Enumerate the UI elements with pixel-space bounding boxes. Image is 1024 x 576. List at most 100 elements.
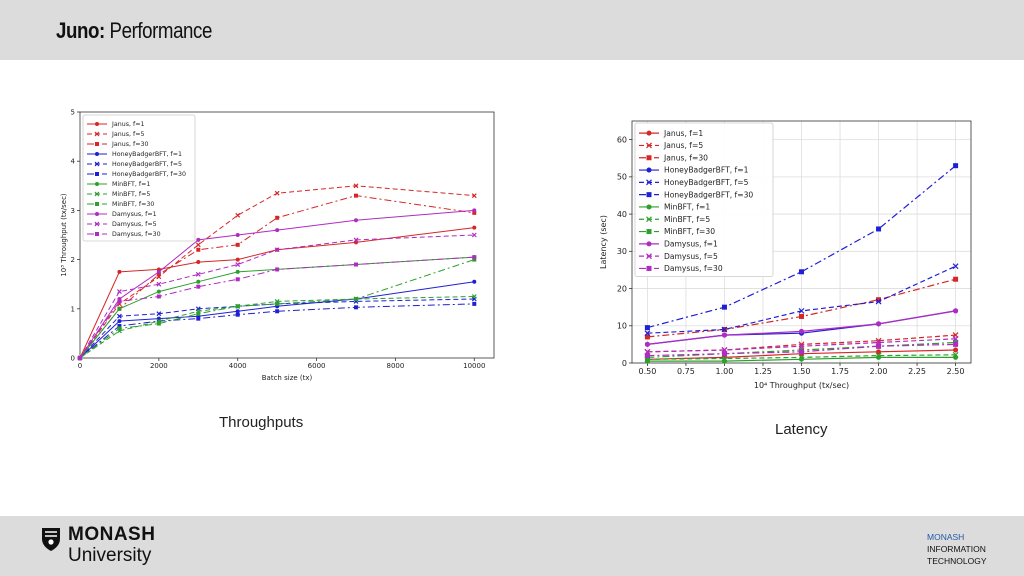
- series-10: [77, 232, 477, 361]
- legend-marker: [646, 216, 652, 223]
- legend-marker: [95, 172, 99, 176]
- data-point: [117, 289, 122, 295]
- latency-chart: 0.50 0.75 1.00 1.25 1.50 1.75 2.00 2.25 2.50 0 10 2…: [599, 120, 972, 390]
- data-point: [875, 298, 882, 305]
- legend-label: Damysus, f=30: [664, 264, 723, 273]
- data-point: [952, 263, 959, 270]
- legend-marker: [95, 122, 99, 126]
- x-tick-label: 0: [78, 362, 82, 370]
- data-point: [117, 306, 122, 311]
- data-point: [471, 294, 477, 299]
- data-point: [644, 341, 650, 347]
- data-point: [472, 225, 477, 230]
- legend-label: Damysus, f=1: [112, 211, 157, 218]
- legend-label: Damysus, f=5: [664, 252, 718, 261]
- series-9: [644, 308, 959, 347]
- legend-label: MinBFT, f=5: [112, 191, 150, 198]
- logo-sub: University: [68, 545, 152, 566]
- legend-marker: [95, 202, 99, 206]
- data-point: [196, 316, 201, 321]
- data-point: [117, 326, 122, 331]
- legend-label: HoneyBadgerBFT, f=5: [664, 178, 749, 187]
- legend-marker: [95, 152, 99, 156]
- data-point: [275, 301, 280, 306]
- legend-label: Damysus, f=30: [112, 231, 161, 238]
- series-line: [79, 298, 475, 359]
- data-point: [354, 262, 358, 267]
- data-point: [274, 190, 280, 196]
- legend-box: [82, 114, 196, 242]
- data-point: [235, 312, 240, 317]
- data-point: [721, 332, 727, 338]
- x-tick-label: 2.50: [947, 367, 965, 376]
- data-point: [78, 356, 82, 360]
- data-point: [721, 355, 728, 362]
- x-tick-label: 1.50: [793, 367, 811, 376]
- data-point: [196, 311, 201, 316]
- legend-label: HoneyBadgerBFT, f=30: [112, 171, 186, 178]
- y-tick-label: 50: [617, 173, 627, 182]
- data-point: [953, 341, 959, 347]
- x-tick-label: 2.25: [908, 367, 926, 376]
- data-point: [876, 349, 882, 355]
- data-point: [798, 343, 805, 350]
- legend-marker: [95, 182, 99, 186]
- data-point: [353, 237, 359, 243]
- x-axis-label: Batch size (tx): [262, 374, 313, 382]
- data-point: [472, 301, 477, 306]
- data-point: [196, 279, 201, 284]
- legend-label: Janus, f=5: [663, 141, 703, 150]
- plot-frame: [79, 111, 495, 359]
- data-point: [196, 247, 201, 252]
- data-point: [353, 183, 359, 189]
- data-point: [235, 277, 240, 282]
- legend-marker: [95, 142, 99, 146]
- legend-marker: [646, 179, 652, 186]
- x-tick-label: 2000: [150, 362, 168, 370]
- series-line: [647, 165, 956, 329]
- y-tick-label: 30: [617, 247, 627, 256]
- data-point: [472, 257, 477, 262]
- series-7: [644, 351, 959, 363]
- data-point: [876, 321, 882, 327]
- data-point: [275, 215, 280, 220]
- y-tick-label: 40: [617, 210, 627, 219]
- data-point: [156, 289, 161, 294]
- data-point: [644, 325, 650, 331]
- legend-label: HoneyBadgerBFT, f=5: [112, 161, 182, 168]
- data-point: [196, 260, 201, 265]
- y-tick-label: 2: [71, 256, 75, 264]
- legend-label: Janus, f=30: [663, 153, 708, 162]
- x-tick-label: 1.00: [716, 367, 734, 376]
- series-line: [79, 281, 475, 359]
- throughput-caption: Throughputs: [219, 414, 304, 431]
- legend-marker: [94, 221, 100, 227]
- legend-marker: [646, 192, 652, 198]
- slide-title-bold: Juno:: [56, 18, 105, 43]
- legend-marker: [646, 229, 652, 235]
- data-point: [472, 210, 477, 215]
- data-point: [195, 242, 201, 248]
- series-8: [78, 257, 477, 360]
- series-0: [78, 225, 477, 360]
- legend-marker: [646, 167, 652, 173]
- data-point: [721, 304, 727, 310]
- y-tick-label: 0: [622, 359, 627, 368]
- legend-label: MinBFT, f=5: [664, 215, 710, 224]
- header-bar: [0, 0, 1024, 60]
- faculty-line-2: INFORMATION: [927, 544, 986, 554]
- data-point: [875, 352, 882, 359]
- data-point: [235, 309, 240, 314]
- y-tick-label: 4: [71, 158, 76, 166]
- slide-title-rest: Performance: [104, 18, 213, 43]
- data-point: [354, 193, 358, 198]
- y-axis-label: 10³ Throughput (tx/sec): [60, 193, 68, 277]
- data-point: [196, 284, 201, 289]
- legend-label: Damysus, f=5: [112, 221, 157, 228]
- legend-marker: [646, 142, 652, 149]
- legend-marker: [646, 155, 652, 161]
- legend-marker: [95, 212, 99, 216]
- data-point: [196, 237, 201, 242]
- faculty-label: MONASH INFORMATION TECHNOLOGY: [927, 531, 987, 567]
- legend-box: [634, 122, 774, 278]
